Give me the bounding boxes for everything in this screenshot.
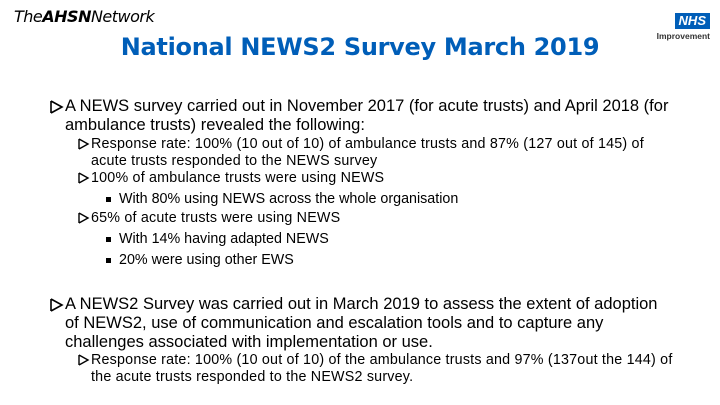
bullet-text: Response rate: 100% (10 out of 10) of th… xyxy=(91,352,673,385)
nhs-badge: NHS xyxy=(674,13,710,29)
bullet-text: 100% of ambulance trusts were using NEWS xyxy=(91,170,385,186)
sub-bullet-news2-response: Response rate: 100% (10 out of 10) of th… xyxy=(78,352,678,386)
logo-the: The xyxy=(14,7,43,26)
bullet-text: Response rate: 100% (10 out of 10) of am… xyxy=(91,136,644,169)
sub-sub-bullet-20: 20% were using other EWS xyxy=(104,251,664,269)
arrow-bullet-icon xyxy=(78,172,90,184)
nhs-improvement-logo: NHS Improvement xyxy=(644,12,710,41)
bullet-text: 65% of acute trusts were using NEWS xyxy=(91,210,341,226)
ahsn-network-logo: TheAHSNNetwork xyxy=(14,7,155,26)
arrow-bullet-icon xyxy=(78,138,90,150)
bullet-text: A NEWS survey carried out in November 20… xyxy=(65,97,669,134)
square-bullet-icon xyxy=(106,237,111,242)
bullet-text: 20% were using other EWS xyxy=(119,252,294,268)
arrow-bullet-icon xyxy=(50,100,64,114)
sub-bullet-response-rate: Response rate: 100% (10 out of 10) of am… xyxy=(78,136,678,170)
sub-bullet-ambulance: 100% of ambulance trusts were using NEWS xyxy=(78,170,678,187)
bullet-survey-2017: A NEWS survey carried out in November 20… xyxy=(50,97,670,135)
sub-sub-bullet-14: With 14% having adapted NEWS xyxy=(104,230,664,248)
arrow-bullet-icon xyxy=(50,298,64,312)
bullet-text: With 80% using NEWS across the whole org… xyxy=(119,191,459,207)
sub-bullet-acute: 65% of acute trusts were using NEWS xyxy=(78,210,678,227)
nhs-subtitle: Improvement xyxy=(656,31,710,41)
page-title: National NEWS2 Survey March 2019 xyxy=(120,33,600,61)
sub-sub-bullet-80: With 80% using NEWS across the whole org… xyxy=(104,190,664,208)
bullet-text: A NEWS2 Survey was carried out in March … xyxy=(65,295,658,351)
arrow-bullet-icon xyxy=(78,212,90,224)
bullet-survey-2019: A NEWS2 Survey was carried out in March … xyxy=(50,295,670,352)
arrow-bullet-icon xyxy=(78,354,90,366)
logo-network: Network xyxy=(90,7,155,26)
square-bullet-icon xyxy=(106,258,111,263)
bullet-text: With 14% having adapted NEWS xyxy=(119,231,329,247)
square-bullet-icon xyxy=(106,197,111,202)
logo-ahsn: AHSN xyxy=(42,7,91,26)
